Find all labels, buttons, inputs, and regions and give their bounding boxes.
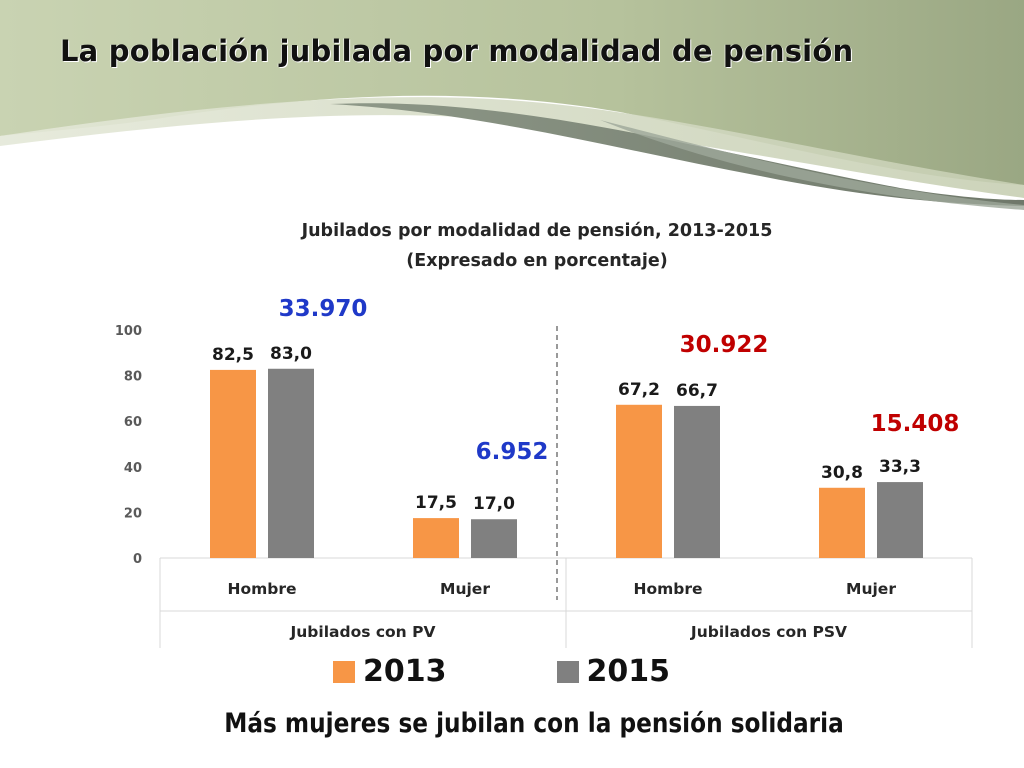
category-label: Mujer <box>440 580 490 598</box>
annotation-count: 6.952 <box>476 439 549 465</box>
data-label: 17,0 <box>473 494 515 514</box>
bar-2013-1 <box>210 369 256 558</box>
data-label: 33,3 <box>879 457 921 477</box>
bar-2013-2 <box>413 518 459 558</box>
bar-2013-4 <box>819 487 865 558</box>
chart-subtitle: (Expresado en porcentaje) <box>406 251 668 271</box>
y-tick-label: 0 <box>133 552 142 567</box>
group-label: Jubilados con PSV <box>690 623 847 641</box>
slide-title: La población jubilada por modalidad de p… <box>60 34 854 68</box>
bar-2015-2 <box>471 519 517 558</box>
group-label: Jubilados con PV <box>290 623 436 641</box>
y-tick-label: 100 <box>115 324 142 339</box>
footer-note: Más mujeres se jubilan con la pensión so… <box>224 708 844 739</box>
bar-2015-4 <box>877 482 923 558</box>
chart-title-block: Jubilados por modalidad de pensión, 2013… <box>232 216 842 276</box>
legend-swatch-2013 <box>333 660 355 683</box>
chart-legend: 2013 2015 <box>333 654 780 689</box>
bar-2015-3 <box>674 405 720 558</box>
decorative-banner <box>0 0 1024 210</box>
category-label: Hombre <box>633 580 702 598</box>
y-tick-label: 80 <box>124 370 142 385</box>
legend-item-2015: 2015 <box>556 654 671 689</box>
annotation-count: 30.922 <box>680 332 769 358</box>
annotation-count: 33.970 <box>279 296 368 322</box>
legend-label-2015: 2015 <box>586 654 671 689</box>
data-label: 30,8 <box>821 463 863 483</box>
y-tick-label: 20 <box>124 506 142 521</box>
data-label: 17,5 <box>415 493 457 513</box>
legend-item-2013: 2013 <box>333 654 447 689</box>
data-label: 82,5 <box>212 345 254 365</box>
bar-2015-1 <box>268 368 314 558</box>
data-label: 67,2 <box>618 380 660 400</box>
category-label: Hombre <box>227 580 296 598</box>
y-tick-label: 60 <box>124 415 142 430</box>
annotation-count: 15.408 <box>871 411 960 437</box>
data-label: 83,0 <box>270 344 312 364</box>
bar-2013-3 <box>616 404 662 558</box>
legend-swatch-2015 <box>556 660 579 683</box>
legend-label-2013: 2013 <box>363 654 447 689</box>
data-label: 66,7 <box>676 381 718 401</box>
y-tick-label: 40 <box>124 461 142 476</box>
category-label: Mujer <box>846 580 896 598</box>
chart-title: Jubilados por modalidad de pensión, 2013… <box>301 221 773 241</box>
